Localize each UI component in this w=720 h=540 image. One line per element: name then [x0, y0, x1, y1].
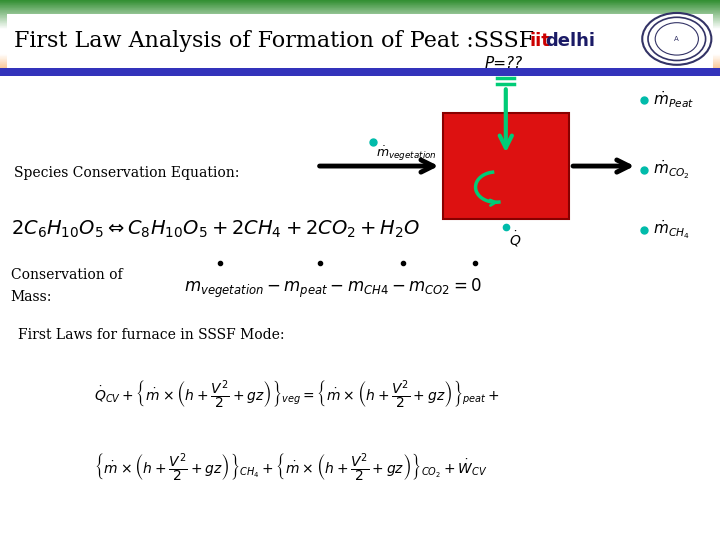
FancyBboxPatch shape: [443, 113, 569, 219]
Text: $\dot{m}_{CH_4}$: $\dot{m}_{CH_4}$: [653, 218, 690, 241]
Text: Mass:: Mass:: [11, 290, 52, 304]
FancyBboxPatch shape: [0, 76, 720, 540]
FancyBboxPatch shape: [7, 14, 713, 68]
Text: P=??: P=??: [484, 56, 523, 71]
Text: $m_{vegetation} - m_{peat} - m_{CH4} - m_{CO2} = 0$: $m_{vegetation} - m_{peat} - m_{CH4} - m…: [184, 278, 481, 300]
Text: First Law Analysis of Formation of Peat :SSSF: First Law Analysis of Formation of Peat …: [14, 30, 534, 51]
Text: $\dot{Q}_{CV} + \left\{\dot{m}\times\left(h + \dfrac{V^2}{2} + gz\right)\right\}: $\dot{Q}_{CV} + \left\{\dot{m}\times\lef…: [94, 378, 499, 410]
Text: $\dot{m}_{Peat}$: $\dot{m}_{Peat}$: [653, 90, 694, 110]
Text: A: A: [675, 36, 679, 42]
Text: $\dot{m}_{vegetation}$: $\dot{m}_{vegetation}$: [376, 144, 437, 163]
Text: $\dot{Q}$: $\dot{Q}$: [510, 230, 522, 249]
Text: iit: iit: [529, 31, 550, 50]
Text: $2C_6H_{10}O_5 \Leftrightarrow C_8H_{10}O_5 + 2CH_4 + 2CO_2 + H_2O$: $2C_6H_{10}O_5 \Leftrightarrow C_8H_{10}…: [11, 219, 420, 240]
Text: $\left\{\dot{m}\times\left(h + \dfrac{V^2}{2} + gz\right)\right\}_{CH_4} + \left: $\left\{\dot{m}\times\left(h + \dfrac{V^…: [94, 451, 487, 483]
Text: delhi: delhi: [545, 31, 595, 50]
Text: First Laws for furnace in SSSF Mode:: First Laws for furnace in SSSF Mode:: [18, 328, 284, 342]
Text: Species Conservation Equation:: Species Conservation Equation:: [14, 166, 240, 180]
Text: $\dot{m}_{CO_2}$: $\dot{m}_{CO_2}$: [653, 159, 690, 181]
Text: Conservation of: Conservation of: [11, 268, 122, 282]
FancyBboxPatch shape: [0, 68, 720, 76]
